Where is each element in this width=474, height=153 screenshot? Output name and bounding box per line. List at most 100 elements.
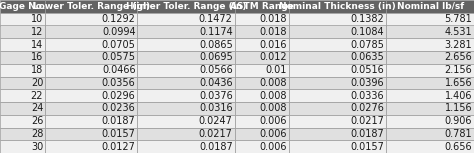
Text: 0.0575: 0.0575	[101, 52, 136, 62]
Text: ASTM Range: ASTM Range	[230, 2, 294, 11]
Text: 0.0865: 0.0865	[199, 40, 233, 50]
Text: 30: 30	[31, 142, 43, 152]
Bar	[289, 127, 386, 140]
Text: 2.656: 2.656	[444, 52, 472, 62]
Text: Gage No.: Gage No.	[0, 2, 46, 11]
Bar	[289, 51, 386, 64]
Text: 0.0695: 0.0695	[199, 52, 233, 62]
Bar	[289, 140, 386, 153]
Bar	[235, 26, 289, 38]
Bar	[45, 102, 137, 115]
Bar	[137, 0, 235, 13]
Bar	[45, 76, 137, 89]
Bar	[386, 0, 474, 13]
Text: 0.0217: 0.0217	[351, 116, 384, 126]
Text: 2.156: 2.156	[444, 65, 472, 75]
Text: 0.0516: 0.0516	[351, 65, 384, 75]
Bar	[386, 140, 474, 153]
Bar	[137, 51, 235, 64]
Text: 0.0566: 0.0566	[199, 65, 233, 75]
Text: 0.0157: 0.0157	[102, 129, 136, 139]
Bar	[0, 102, 45, 115]
Bar	[289, 76, 386, 89]
Text: 0.0247: 0.0247	[199, 116, 233, 126]
Bar	[45, 0, 137, 13]
Text: 14: 14	[31, 40, 43, 50]
Bar	[289, 13, 386, 26]
Bar	[137, 64, 235, 76]
Text: 0.0296: 0.0296	[102, 91, 136, 101]
Text: 22: 22	[31, 91, 43, 101]
Bar	[235, 64, 289, 76]
Bar	[137, 140, 235, 153]
Bar	[386, 127, 474, 140]
Text: 0.1084: 0.1084	[351, 27, 384, 37]
Bar	[137, 13, 235, 26]
Bar	[45, 89, 137, 102]
Text: 0.906: 0.906	[445, 116, 472, 126]
Bar	[137, 89, 235, 102]
Bar	[45, 51, 137, 64]
Text: 0.0336: 0.0336	[351, 91, 384, 101]
Text: 28: 28	[31, 129, 43, 139]
Bar	[235, 51, 289, 64]
Text: 0.0436: 0.0436	[199, 78, 233, 88]
Bar	[0, 89, 45, 102]
Bar	[0, 64, 45, 76]
Bar	[45, 140, 137, 153]
Bar	[235, 102, 289, 115]
Bar	[386, 76, 474, 89]
Text: 0.0187: 0.0187	[199, 142, 233, 152]
Bar	[45, 127, 137, 140]
Bar	[289, 64, 386, 76]
Text: 1.656: 1.656	[445, 78, 472, 88]
Text: 0.01: 0.01	[266, 65, 287, 75]
Bar	[289, 26, 386, 38]
Text: 0.016: 0.016	[260, 40, 287, 50]
Bar	[289, 0, 386, 13]
Text: 0.1472: 0.1472	[199, 14, 233, 24]
Bar	[137, 127, 235, 140]
Bar	[386, 13, 474, 26]
Bar	[386, 115, 474, 127]
Bar	[137, 115, 235, 127]
Text: 24: 24	[31, 103, 43, 113]
Bar	[289, 115, 386, 127]
Text: 0.0466: 0.0466	[102, 65, 136, 75]
Text: 0.0785: 0.0785	[351, 40, 384, 50]
Bar	[235, 140, 289, 153]
Text: 0.781: 0.781	[445, 129, 472, 139]
Text: 0.0356: 0.0356	[102, 78, 136, 88]
Bar	[45, 38, 137, 51]
Bar	[386, 51, 474, 64]
Text: Nominal Thickness (in): Nominal Thickness (in)	[279, 2, 396, 11]
Text: 16: 16	[31, 52, 43, 62]
Bar	[0, 127, 45, 140]
Text: 1.406: 1.406	[445, 91, 472, 101]
Bar	[137, 76, 235, 89]
Bar	[137, 26, 235, 38]
Text: 0.1382: 0.1382	[351, 14, 384, 24]
Text: 0.006: 0.006	[260, 142, 287, 152]
Bar	[0, 115, 45, 127]
Text: 0.0994: 0.0994	[102, 27, 136, 37]
Bar	[235, 76, 289, 89]
Bar	[0, 26, 45, 38]
Text: 0.0236: 0.0236	[102, 103, 136, 113]
Text: 0.0276: 0.0276	[351, 103, 384, 113]
Bar	[45, 13, 137, 26]
Bar	[235, 115, 289, 127]
Bar	[0, 0, 45, 13]
Bar	[0, 51, 45, 64]
Bar	[235, 89, 289, 102]
Bar	[386, 102, 474, 115]
Bar	[386, 26, 474, 38]
Text: 0.1292: 0.1292	[102, 14, 136, 24]
Text: 0.0396: 0.0396	[351, 78, 384, 88]
Bar	[0, 76, 45, 89]
Bar	[289, 38, 386, 51]
Bar	[45, 115, 137, 127]
Bar	[45, 26, 137, 38]
Text: 0.006: 0.006	[260, 116, 287, 126]
Text: 20: 20	[31, 78, 43, 88]
